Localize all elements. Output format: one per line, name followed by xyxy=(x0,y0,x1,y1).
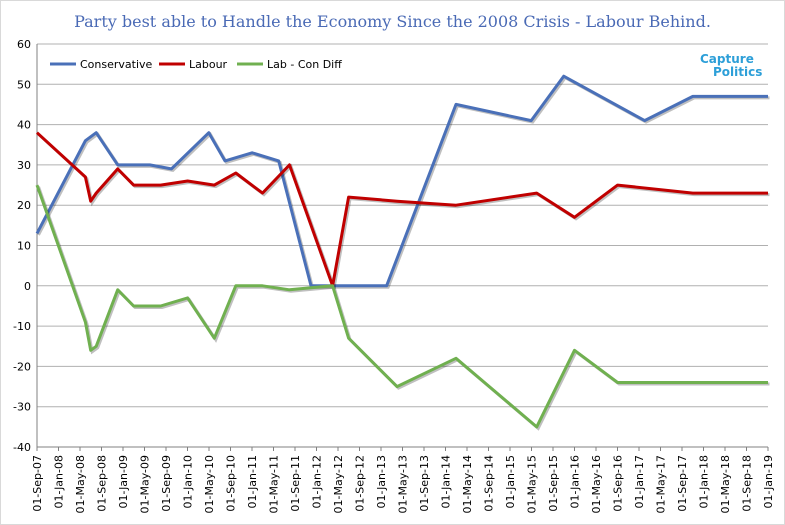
x-tick-label: 01-May-13 xyxy=(397,455,410,513)
x-tick-label: 01-May-14 xyxy=(461,455,474,513)
x-tick-label: 01-May-18 xyxy=(719,455,732,513)
x-tick-label: 01-Sep-18 xyxy=(741,455,754,512)
x-tick-label: 01-Jan-18 xyxy=(698,455,711,509)
x-tick-label: 01-Sep-17 xyxy=(676,455,689,512)
x-tick-label: 01-Jan-16 xyxy=(569,455,582,509)
y-tick-label: 50 xyxy=(17,78,31,91)
x-tick-label: 01-Jan-10 xyxy=(182,455,195,509)
x-tick-label: 01-May-11 xyxy=(268,455,281,513)
x-tick-label: 01-Jan-14 xyxy=(440,455,453,509)
x-tick-label: 01-May-08 xyxy=(74,455,87,513)
y-tick-label: 10 xyxy=(17,240,31,253)
x-tick-label: 01-Jan-09 xyxy=(117,455,130,509)
logo-line2: Politics xyxy=(713,65,763,79)
series-shadow-labour xyxy=(37,133,770,294)
series-line-lab-con-diff xyxy=(35,184,768,429)
y-tick-label: 30 xyxy=(17,159,31,172)
x-axis-ticks: 01-Sep-07 01-Jan-08 01-May-08 01-Sep-08 01-J… xyxy=(31,447,775,513)
y-tick-label: 40 xyxy=(17,119,31,132)
y-tick-label: -20 xyxy=(13,360,31,373)
x-tick-label: 01-Sep-16 xyxy=(612,455,625,512)
x-tick-label: 01-May-10 xyxy=(203,455,216,513)
y-tick-label: -30 xyxy=(13,401,31,414)
x-tick-label: 01-Sep-11 xyxy=(289,455,302,512)
legend-label-lab-con-diff: Lab - Con Diff xyxy=(267,58,342,71)
x-tick-label: 01-Jan-13 xyxy=(375,455,388,509)
x-tick-label: 01-Jan-11 xyxy=(246,455,259,509)
y-tick-label: 20 xyxy=(17,199,31,212)
series-line-labour xyxy=(35,131,768,288)
legend-label-conservative: Conservative xyxy=(80,58,153,71)
x-tick-label: 01-Sep-08 xyxy=(96,455,109,512)
x-tick-label: 01-May-09 xyxy=(139,455,152,513)
legend: Conservative Labour Lab - Con Diff xyxy=(50,58,342,71)
x-tick-label: 01-Jan-17 xyxy=(633,455,646,509)
x-tick-label: 01-Jan-12 xyxy=(311,455,324,509)
legend-label-labour: Labour xyxy=(189,58,228,71)
x-tick-label: 01-May-17 xyxy=(655,455,668,513)
y-tick-label: -10 xyxy=(13,320,31,333)
x-tick-label: 01-Sep-13 xyxy=(418,455,431,512)
x-tick-label: 01-Jan-08 xyxy=(53,455,66,509)
series-lines xyxy=(35,74,770,431)
x-tick-label: 01-May-15 xyxy=(526,455,539,513)
x-tick-label: 01-Sep-15 xyxy=(547,455,560,512)
y-tick-label: 60 xyxy=(17,38,31,51)
capture-politics-logo: Capture Politics xyxy=(694,49,766,81)
chart-title: Party best able to Handle the Economy Si… xyxy=(74,12,711,31)
x-tick-label: 01-Sep-12 xyxy=(354,455,367,512)
series-line-conservative xyxy=(35,74,768,288)
y-tick-label: -40 xyxy=(13,441,31,454)
x-tick-label: 01-May-16 xyxy=(590,455,603,513)
x-tick-label: 01-Jan-15 xyxy=(504,455,517,509)
x-tick-label: 01-Sep-10 xyxy=(225,455,238,512)
x-tick-label: 01-Sep-07 xyxy=(31,455,44,512)
x-tick-label: 01-May-12 xyxy=(332,455,345,513)
logo-line1: Capture xyxy=(700,52,754,66)
y-tick-label: 0 xyxy=(24,280,31,293)
y-axis-ticks: 60 50 40 30 20 10 0 -10 -20 -30 -40 xyxy=(13,38,31,454)
x-tick-label: 01-Jan-19 xyxy=(762,455,775,509)
x-tick-label: 01-Sep-09 xyxy=(160,455,173,512)
x-tick-label: 01-Sep-14 xyxy=(483,455,496,512)
series-shadow-conservative xyxy=(37,75,770,289)
